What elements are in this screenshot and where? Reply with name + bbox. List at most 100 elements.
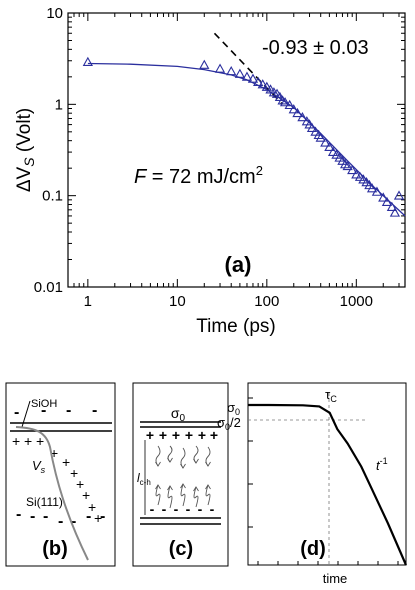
positive-charge: + (146, 427, 154, 443)
data-point (257, 79, 268, 89)
data-point (342, 160, 353, 171)
negative-charge: - (174, 501, 179, 517)
positive-charge: + (62, 454, 70, 470)
data-point (389, 207, 401, 217)
data-point (386, 201, 398, 211)
data-point (226, 65, 237, 76)
data-point (320, 137, 331, 147)
negative-charge: - (30, 508, 35, 525)
carrier-arrow (180, 483, 186, 507)
data-points (82, 56, 405, 217)
negative-charge: - (150, 501, 155, 517)
panel-label-d: (d) (300, 538, 326, 560)
data-point (82, 56, 93, 67)
panel-a-chart: 1 10 100 1000 0.01 0.1 1 10 Time (ps) ΔVS (Vol… (14, 5, 406, 337)
x-axis-label: Time (ps) (196, 316, 276, 337)
positive-charge: + (50, 445, 58, 461)
axis-ticks (67, 13, 405, 288)
y-tick-labels: 0.01 0.1 1 10 (34, 5, 63, 296)
positive-charge: + (94, 510, 102, 526)
carrier-arrow (155, 484, 161, 506)
top-positive-charges: + + + + + + (146, 427, 218, 443)
surface-negative-charges: ---- (14, 402, 97, 421)
data-point (241, 71, 253, 81)
data-point (284, 99, 295, 110)
data-point (366, 183, 378, 193)
positive-charge: + (76, 476, 84, 492)
fit-line (87, 62, 406, 217)
positive-charge: + (210, 427, 218, 443)
negative-charge: - (92, 402, 97, 419)
substrate-label: Si(111) (26, 495, 63, 509)
data-point (315, 132, 326, 142)
negative-charge: - (66, 402, 71, 419)
y-tick-label: 1 (55, 96, 63, 113)
data-point (327, 146, 339, 156)
data-point (277, 95, 288, 105)
arrow-head (167, 485, 173, 491)
carrier-arrow (167, 485, 173, 509)
carrier-arrow (205, 484, 211, 506)
panel-b-diagram: SiOH ---- + + ++++++++ ------- Vs Si(111) … (5, 382, 116, 567)
arrow-head (205, 461, 211, 467)
positive-charge: + (172, 427, 180, 443)
panel-label-b: (b) (42, 538, 68, 560)
decay-line (248, 403, 408, 566)
data-point (265, 84, 276, 94)
panel-d-chart: τC σ0 σ0/2 t-1 (d) time (217, 382, 408, 586)
data-point (261, 81, 272, 91)
data-point (292, 107, 303, 118)
carrier-arrows (155, 445, 211, 509)
potential-label: Vs (32, 458, 46, 475)
panel-label-a: (a) (225, 252, 252, 277)
data-point (288, 104, 299, 114)
negative-charge: - (162, 501, 167, 517)
slope-annotation: -0.93 ± 0.03 (262, 37, 369, 59)
x-tick-label: 1 (84, 293, 92, 310)
time-axis-label: time (323, 571, 348, 586)
arrow-head (180, 483, 186, 489)
positive-charge: + (82, 487, 90, 503)
data-point (214, 63, 226, 73)
positive-charge: + (185, 427, 193, 443)
siOH-leader-line (21, 400, 31, 428)
data-point (339, 159, 351, 169)
positive-charge: + (198, 427, 206, 443)
data-point (381, 196, 393, 207)
slope-label: t-1 (376, 456, 388, 473)
arrow-head (155, 461, 161, 467)
positive-charge: + (12, 433, 20, 449)
y-axis-label: ΔVS (Volt) (14, 108, 37, 192)
negative-charge: - (86, 508, 91, 525)
data-point (371, 186, 383, 196)
sigma0-label: σ0 (227, 400, 240, 417)
data-point (393, 190, 405, 200)
arrow-head (155, 484, 161, 490)
band-bending-curve (15, 426, 89, 561)
data-point (199, 59, 210, 69)
data-point (247, 73, 259, 83)
panel-b-frame (5, 382, 116, 567)
positive-charge: + (24, 433, 32, 449)
data-point (253, 76, 264, 87)
arrow-head (193, 486, 199, 492)
tau-label: τC (325, 387, 337, 404)
panel-c-diagram: σ0 + + + + + + lc-h ------ (c) (132, 382, 229, 567)
x-tick-label: 10 (169, 293, 186, 310)
data-point (234, 68, 246, 78)
carrier-arrow (193, 486, 199, 508)
arrow-head (193, 458, 199, 464)
length-label: lc-h (137, 471, 151, 487)
positive-charge: + (36, 433, 44, 449)
x-tick-label: 1000 (340, 293, 373, 310)
data-point (324, 141, 335, 152)
plot-frame (67, 12, 406, 288)
panel-label-c: (c) (169, 538, 193, 560)
negative-charge: - (43, 508, 48, 525)
positive-charge: + (70, 465, 78, 481)
sigma-label: σ0 (171, 405, 186, 424)
negative-charge: - (198, 501, 203, 517)
negative-charge: - (71, 513, 76, 530)
x-tick-labels: 1 10 100 1000 (84, 293, 373, 310)
